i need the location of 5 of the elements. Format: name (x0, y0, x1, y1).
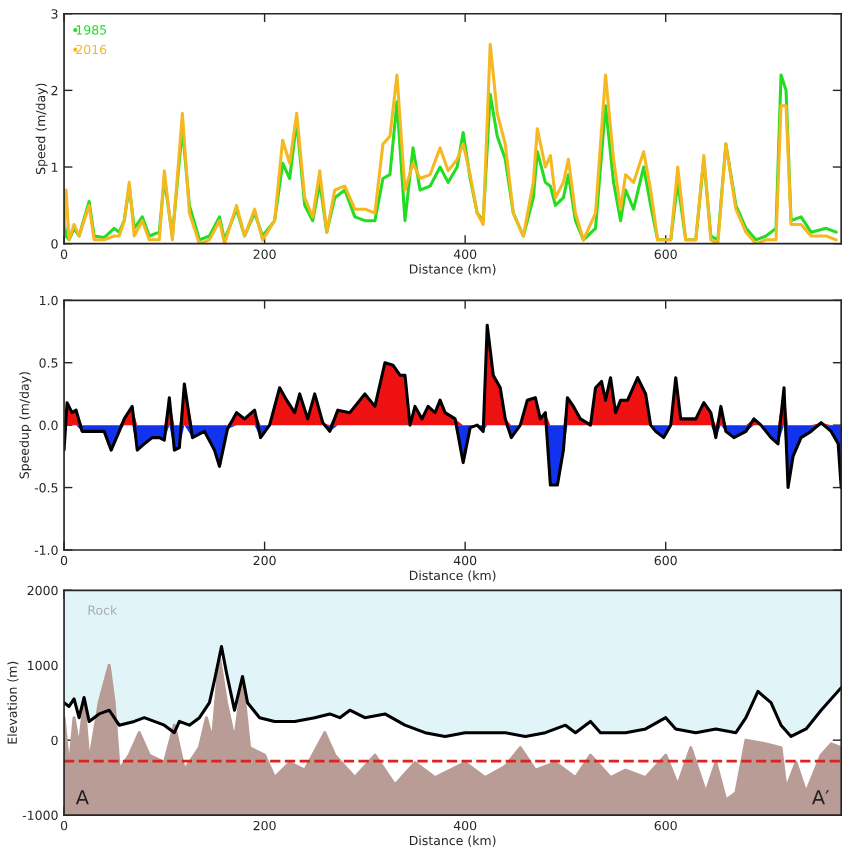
line-series (64, 42, 838, 244)
annotation: A′ (811, 790, 830, 805)
annotation: A (75, 790, 89, 805)
line-series (64, 73, 838, 242)
line-series (64, 323, 842, 490)
